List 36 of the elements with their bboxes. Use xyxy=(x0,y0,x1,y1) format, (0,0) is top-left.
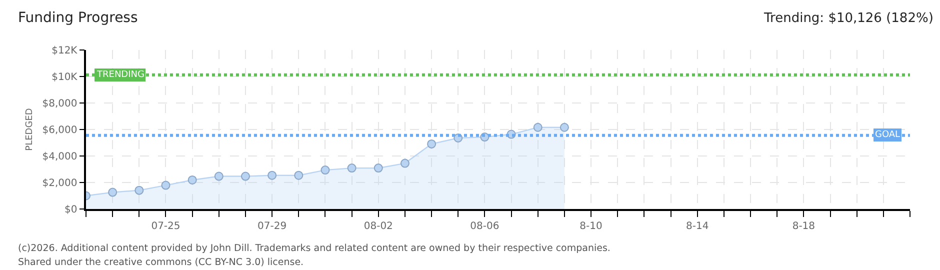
point xyxy=(108,188,118,197)
point xyxy=(214,172,224,181)
x-tick-label: 07-25 xyxy=(151,220,180,232)
point xyxy=(240,172,250,181)
ref-line-label: TRENDING xyxy=(96,70,144,80)
chart-subtitle: Trending: $10,126 (182%) xyxy=(763,11,934,26)
x-tick-label: 08-02 xyxy=(364,220,393,232)
y-tick-label: $0 xyxy=(64,204,78,216)
text: (c)2026. Additional content provided by John Dill. Trademarks and related content are owned by their respective companies. xyxy=(18,243,610,254)
chart-title: Funding Progress xyxy=(18,10,138,26)
y-axis-title: PLEDGED xyxy=(25,108,36,151)
x-tick-label: 8-18 xyxy=(792,220,816,232)
point xyxy=(294,170,304,180)
y-tick-label: $12K xyxy=(52,46,78,56)
text: Shared under the creative commons (CC BY-NC 3.0) license. xyxy=(18,257,304,268)
x-tick-label: 8-14 xyxy=(686,220,709,232)
point xyxy=(374,164,383,173)
y-tick-label: $2,000 xyxy=(42,178,78,189)
y-tick-label: $4,000 xyxy=(42,152,78,162)
y-tick-label: $10K xyxy=(52,72,78,83)
point xyxy=(161,180,170,190)
point xyxy=(188,175,197,184)
ref-line-label: GOAL xyxy=(875,130,900,140)
point xyxy=(320,166,330,175)
y-tick-label: $8,000 xyxy=(42,98,78,110)
point xyxy=(427,139,436,148)
x-tick-label: 07-29 xyxy=(258,220,287,232)
y-tick-label: $6,000 xyxy=(42,125,78,136)
x-tick-label: 8-10 xyxy=(580,220,602,232)
point xyxy=(400,158,410,168)
point xyxy=(533,122,542,132)
point xyxy=(560,122,569,132)
point xyxy=(134,186,144,195)
point xyxy=(268,170,277,180)
x-tick-label: 08-06 xyxy=(470,220,500,232)
point xyxy=(347,164,356,173)
